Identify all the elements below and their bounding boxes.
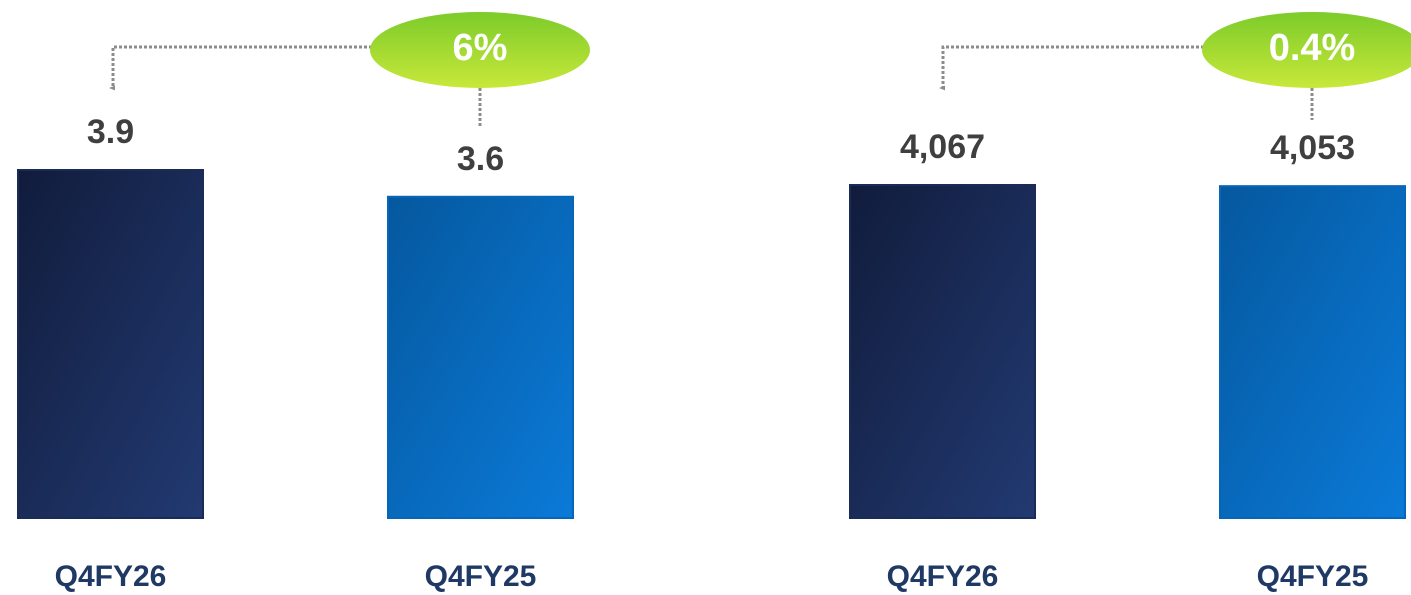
value-label: 3.9: [87, 113, 134, 151]
bar: [1219, 185, 1406, 519]
category-label: Q4FY25: [1257, 560, 1369, 593]
bar: [387, 195, 574, 519]
value-label: 4,067: [900, 128, 985, 166]
bar: [17, 169, 204, 519]
annotation-bubble: [370, 12, 590, 88]
category-label: Q4FY26: [55, 560, 167, 593]
category-label: Q4FY25: [425, 560, 537, 593]
category-label: Q4FY26: [887, 560, 999, 593]
annotation-bubble: [1202, 12, 1411, 88]
annotation: 0.4%: [1269, 27, 1356, 69]
annotation: 6%: [453, 27, 508, 69]
bar: [849, 184, 1036, 519]
connector: [943, 45, 1204, 88]
value-label: 3.6: [457, 140, 504, 178]
value-label: 4,053: [1270, 129, 1355, 167]
connector: [113, 45, 372, 88]
